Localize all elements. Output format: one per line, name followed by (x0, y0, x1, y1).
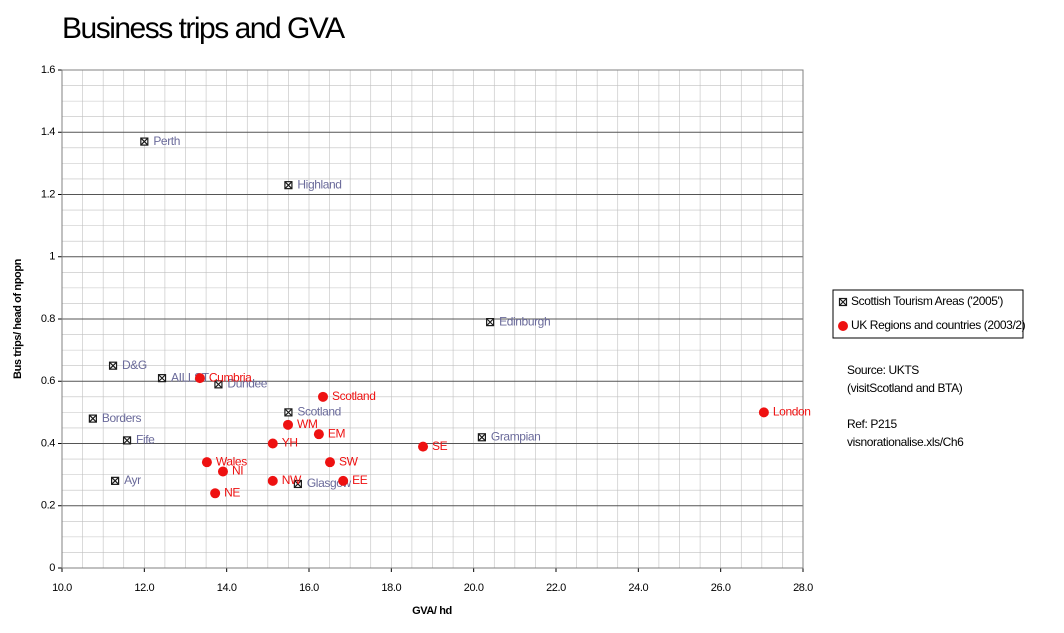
point-label: D&G (122, 358, 147, 372)
point-cross (215, 380, 222, 388)
x-tick-label: 28.0 (793, 582, 813, 594)
point (267, 475, 278, 486)
point-label: Borders (102, 411, 142, 425)
point (140, 137, 149, 146)
point (88, 414, 97, 423)
annotation: Source: UKTS (847, 363, 919, 377)
y-tick-label: 0.6 (41, 375, 55, 387)
point-label: Highland (297, 177, 341, 191)
point-label: WM (297, 417, 318, 431)
point-label: Cumbria (209, 370, 252, 384)
y-tick-label: 1.2 (41, 188, 55, 200)
y-tick-label: 1 (49, 251, 55, 263)
x-tick-label: 16.0 (299, 582, 319, 594)
point-label: NW (282, 473, 302, 487)
point (108, 361, 118, 370)
annotation: visnorationalise.xls/Ch6 (847, 435, 964, 449)
y-tick-label: 0.4 (41, 437, 55, 449)
point (338, 475, 349, 486)
point-cross (284, 181, 292, 189)
point-cross (158, 374, 166, 382)
y-tick-label: 0.8 (41, 313, 55, 325)
point (293, 479, 302, 489)
point (284, 408, 293, 417)
point-label: YH (282, 436, 298, 450)
y-tick-label: 1.6 (41, 64, 55, 76)
point-label: London (773, 405, 811, 419)
x-tick-label: 20.0 (464, 582, 484, 594)
point-label: Scotland (332, 389, 376, 403)
point (194, 373, 205, 384)
x-tick-label: 22.0 (546, 582, 566, 594)
point-label: Wales (216, 454, 247, 468)
point-cross (111, 477, 119, 485)
point-label: EE (352, 473, 368, 487)
point (758, 407, 769, 418)
point (201, 457, 212, 468)
plot-border (61, 69, 804, 569)
y-tick-label: 0.2 (41, 500, 55, 512)
x-tick-label: 12.0 (134, 582, 154, 594)
point (267, 438, 278, 449)
point-cross (109, 362, 117, 370)
point-label: Perth (153, 134, 180, 148)
point (477, 433, 486, 442)
point (838, 321, 848, 331)
point (210, 488, 221, 499)
chart-title: Business trips and GVA (62, 12, 345, 45)
point-cross (123, 436, 131, 444)
point-label: NI (232, 464, 243, 478)
x-tick-label: 24.0 (628, 582, 648, 594)
x-tick-label: 14.0 (217, 582, 237, 594)
point (122, 436, 132, 445)
point-label: Fife (136, 433, 155, 447)
point-label: SE (432, 439, 448, 453)
point-cross (294, 480, 302, 488)
x-tick-label: 26.0 (711, 582, 731, 594)
point-label: SW (339, 454, 359, 468)
point (283, 419, 294, 430)
point-cross (89, 415, 97, 423)
point-label: Dundee (227, 377, 267, 391)
point (313, 429, 324, 440)
point-cross (284, 408, 292, 416)
point (214, 380, 223, 389)
x-axis-label: GVA/ hd (412, 605, 452, 617)
point (418, 441, 429, 452)
point (324, 457, 335, 468)
point-label: Scotland (297, 405, 341, 419)
annotation: Ref: P215 (847, 417, 897, 431)
point-label: Edinburgh (499, 314, 550, 328)
point-label: EM (328, 426, 346, 440)
point-label: NE (224, 485, 240, 499)
y-tick-label: 0 (49, 562, 55, 574)
point-cross (839, 298, 847, 306)
point (317, 391, 328, 402)
point-cross (140, 138, 148, 146)
point-cross (486, 318, 494, 326)
point-cross (478, 433, 486, 441)
annotation: (visitScotland and BTA) (847, 381, 963, 395)
point (284, 181, 293, 190)
point (486, 318, 495, 327)
point-label: Grampian (491, 429, 541, 443)
point-label: Ayr (124, 473, 141, 487)
y-axis-label: Bus trips/ head of npopn (12, 258, 24, 379)
x-tick-label: 18.0 (381, 582, 401, 594)
legend-label: UK Regions and countries (2003/2) (851, 318, 1026, 332)
point (157, 374, 167, 383)
point (217, 466, 228, 477)
point (838, 297, 848, 307)
x-tick-label: 10.0 (52, 582, 72, 594)
point (111, 476, 120, 485)
legend-label: Scottish Tourism Areas ('2005') (851, 294, 1003, 308)
y-tick-label: 1.4 (41, 126, 55, 138)
legend-box (832, 289, 1024, 339)
